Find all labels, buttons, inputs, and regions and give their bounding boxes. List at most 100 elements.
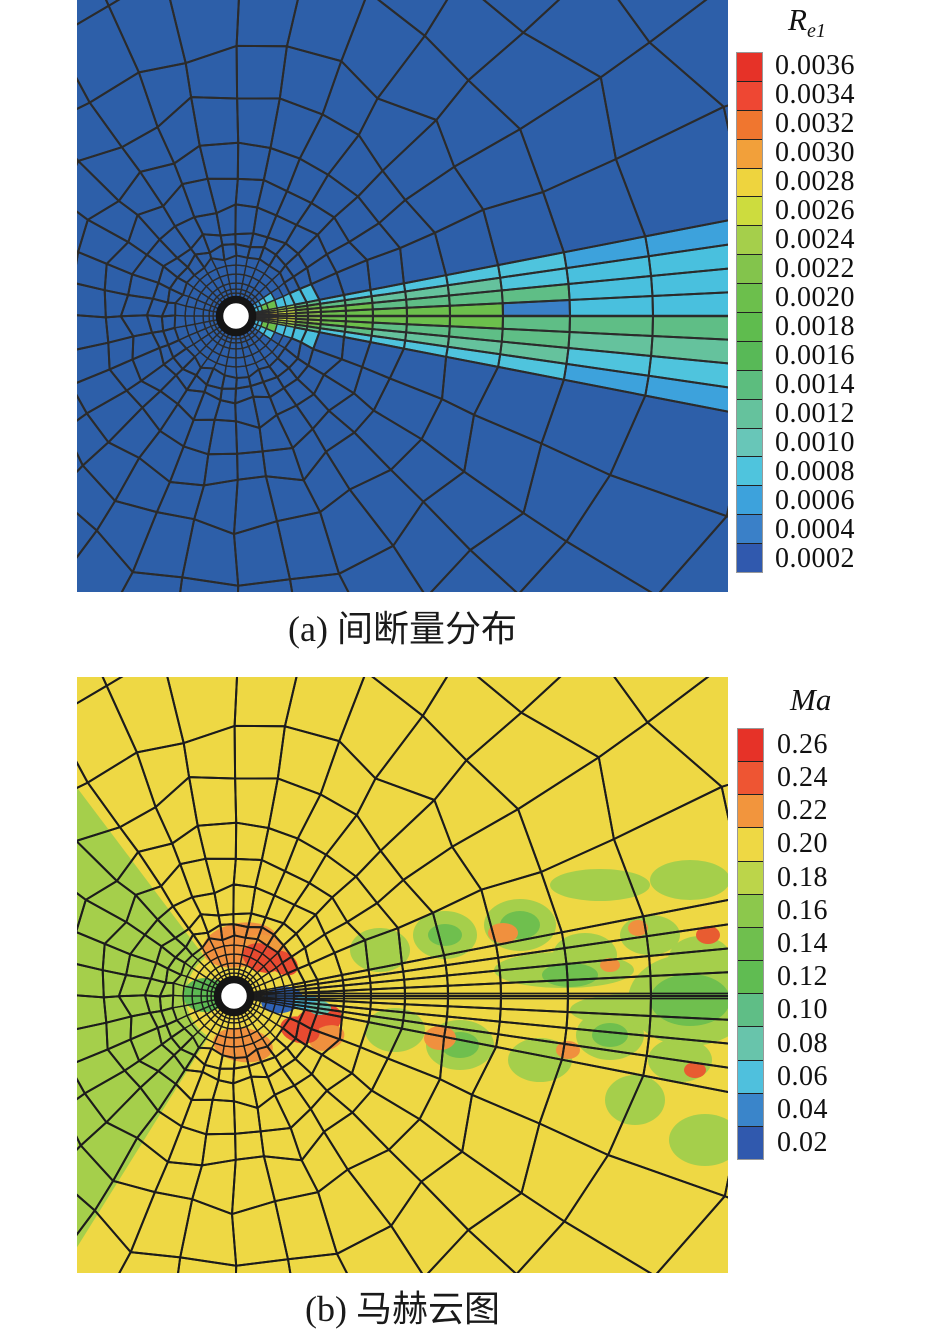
mesh-cell-edge — [77, 1144, 115, 1212]
wake-cell — [319, 295, 345, 304]
colorbar-tick-label: 0.0024 — [775, 224, 855, 256]
mesh-cell-edge — [565, 474, 728, 592]
colorbar-segment — [737, 398, 762, 428]
wake-cell — [651, 268, 728, 296]
mesh-cell-edge — [77, 282, 107, 319]
colorbar-segment — [738, 1125, 763, 1160]
colorbar-segment — [737, 225, 762, 255]
legend-symbol: Ma — [790, 682, 832, 717]
wake-cell — [406, 316, 450, 327]
wake-cell — [652, 316, 728, 340]
mesh-cell-edge — [287, 1252, 348, 1273]
wake-cell — [648, 356, 728, 388]
colorbar-tick-label: 0.0032 — [775, 108, 855, 140]
colorbar-segment — [737, 109, 762, 139]
colorbar-segment — [737, 53, 762, 81]
colorbar-b-title: Ma — [790, 682, 831, 723]
mesh-cell-edge — [642, 898, 728, 938]
mesh-cell-edge — [651, 291, 728, 317]
colorbar-segment — [737, 312, 762, 341]
mesh-cell-edge — [338, 544, 425, 592]
colorbar-tick-label: 0.0014 — [775, 368, 855, 400]
mesh-cell-edge — [77, 0, 110, 26]
mesh-cell-edge — [237, 578, 294, 592]
caption-a: (a) 间断量分布 — [288, 609, 517, 649]
mesh-cell-edge — [77, 677, 108, 705]
mesh-cell-edge — [289, 572, 350, 592]
colorbar-segment — [737, 456, 762, 486]
mesh-cell-edge — [429, 549, 518, 592]
wake-cell — [502, 316, 570, 332]
mesh-cell-edge — [617, 0, 708, 44]
colorbar-segment — [738, 1026, 763, 1060]
colorbar-tick-label: 0.10 — [777, 994, 828, 1026]
wake-cell — [449, 316, 503, 329]
wake-cell — [563, 236, 649, 269]
mesh-cell-edge — [177, 1256, 238, 1273]
colorbar-tick-label: 0.0016 — [775, 339, 855, 371]
colorbar-tick-label: 0.18 — [777, 861, 828, 893]
mesh-cell-edge — [426, 1229, 517, 1273]
colorbar-segment — [737, 427, 762, 457]
mesh-cell-edge — [519, 540, 653, 592]
contour-plot-discontinuity — [77, 0, 728, 592]
mesh-cell-edge — [650, 335, 728, 365]
colorbar-segment — [737, 543, 762, 573]
colorbar-segment — [738, 1059, 763, 1093]
colorbar-tick-label: 0.20 — [777, 828, 828, 860]
mesh-cell-edge — [107, 0, 187, 74]
wake-cell — [370, 283, 406, 297]
mesh-cell-edge — [516, 1220, 653, 1273]
mesh-cell-edge — [179, 576, 240, 592]
wake-cell — [372, 322, 407, 333]
colorbar-segment — [738, 926, 763, 961]
colorbar-segment — [738, 827, 763, 861]
legend-subscript: e1 — [806, 20, 826, 43]
colorbar-segment — [738, 960, 763, 994]
mesh-cell-edge — [233, 677, 298, 728]
wake-cell — [372, 299, 407, 310]
mesh-cell-edge — [392, 500, 472, 592]
mesh-cell-edge — [377, 0, 449, 37]
wake-cell — [370, 335, 406, 349]
colorbar-tick-label: 0.08 — [777, 1027, 828, 1059]
mesh-cell-edge — [371, 677, 449, 717]
mesh-cell-edge — [77, 1092, 108, 1147]
contour-blob — [684, 1062, 706, 1078]
legend-symbol: R — [788, 2, 807, 37]
contour-blob — [488, 923, 518, 943]
contour-blob — [428, 924, 462, 946]
wake-cell — [406, 305, 450, 316]
colorbar-tick-label: 0.0018 — [775, 310, 855, 342]
mesh-cell-edge — [77, 963, 105, 999]
colorbar-tick-label: 0.0020 — [775, 282, 855, 314]
wake-cell — [319, 328, 345, 337]
colorbar-tick-label: 0.0028 — [775, 166, 855, 198]
colorbar-segment — [737, 167, 762, 197]
colorbar-tick-label: 0.02 — [777, 1127, 828, 1159]
colorbar-tick-label: 0.0026 — [775, 195, 855, 227]
mesh-cell-edge — [613, 677, 710, 724]
cylinder — [215, 295, 257, 337]
mesh-cell-edge — [648, 1015, 728, 1045]
wake-cell — [652, 292, 728, 316]
colorbar-segment — [737, 485, 762, 515]
contour-blob — [365, 1008, 425, 1052]
contour-blob — [508, 1038, 572, 1082]
mesh-cell-edge — [118, 1251, 182, 1273]
colorbar-a-title: Re1 — [788, 2, 826, 43]
wake-cell — [569, 316, 653, 336]
mesh-cell-edge — [469, 512, 568, 592]
mesh-cell-edge — [77, 931, 106, 972]
colorbar-a-labels: 0.0036 0.0034 0.0032 0.0030 0.0028 0.0026 0.00… — [775, 50, 895, 573]
colorbar-segment — [738, 860, 763, 894]
colorbar-segment — [738, 1092, 763, 1126]
colorbar-segment — [737, 80, 762, 110]
wake-cell — [502, 300, 570, 316]
mesh-cell-edge — [476, 677, 562, 714]
colorbar-tick-label: 0.26 — [777, 728, 828, 760]
mesh-cell-edge — [658, 515, 728, 592]
wake-cell — [291, 327, 307, 343]
mesh-cell-edge — [283, 677, 366, 743]
